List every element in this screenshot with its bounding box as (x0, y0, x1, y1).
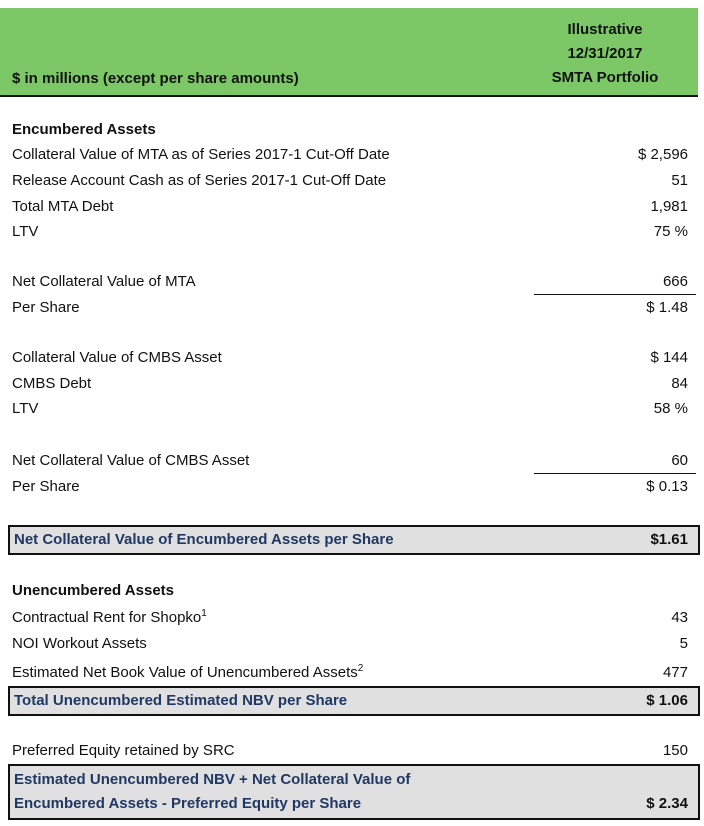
row-value: $ 2,596 (637, 146, 688, 163)
table-row: Preferred Equity retained by SRC 150 (12, 740, 698, 762)
row-label: Collateral Value of CMBS Asset (12, 349, 222, 366)
table-header: $ in millions (except per share amounts)… (0, 8, 698, 97)
final-value: $ 2.34 (646, 795, 688, 812)
table-row: Estimated Net Book Value of Unencumbered… (12, 662, 698, 684)
table-row: Net Collateral Value of CMBS Asset 60 (12, 450, 698, 472)
section-heading-unencumbered: Unencumbered Assets (12, 582, 174, 599)
unencumbered-total-row: Total Unencumbered Estimated NBV per Sha… (8, 686, 700, 716)
row-value: $ 0.13 (646, 478, 688, 495)
total-value: $1.61 (650, 531, 688, 548)
row-label: Collateral Value of MTA as of Series 201… (12, 146, 390, 163)
row-label: Net Collateral Value of MTA (12, 273, 196, 290)
column-header-line-1: Illustrative (567, 21, 643, 38)
table-row: Total MTA Debt 1,981 (12, 196, 698, 218)
table-row: NOI Workout Assets 5 (12, 633, 698, 655)
units-note: $ in millions (except per share amounts) (12, 70, 299, 87)
final-label-line-2: Encumbered Assets - Preferred Equity per… (14, 795, 362, 812)
subtotal-rule (534, 473, 696, 474)
encumbered-total-row: Net Collateral Value of Encumbered Asset… (8, 525, 700, 555)
row-label: CMBS Debt (12, 375, 92, 392)
table-row: LTV 75 % (12, 221, 698, 243)
table-row: Per Share $ 1.48 (12, 297, 698, 319)
row-label: Preferred Equity retained by SRC (12, 742, 235, 759)
row-value: 58 % (653, 400, 688, 417)
final-total-row: Estimated Unencumbered NBV + Net Collate… (8, 764, 700, 820)
table-row: Per Share $ 0.13 (12, 476, 698, 498)
total-label: Total Unencumbered Estimated NBV per Sha… (14, 692, 348, 709)
section-heading-encumbered: Encumbered Assets (12, 121, 156, 138)
column-header-line-3: SMTA Portfolio (551, 69, 659, 86)
row-value: 1,981 (650, 198, 688, 215)
table-row: Release Account Cash as of Series 2017-1… (12, 170, 698, 192)
total-label: Net Collateral Value of Encumbered Asset… (14, 531, 394, 548)
row-value: $ 144 (650, 349, 688, 366)
row-value: 666 (662, 273, 688, 290)
final-label-line-1: Estimated Unencumbered NBV + Net Collate… (14, 771, 411, 788)
row-label: Total MTA Debt (12, 198, 114, 215)
row-label: NOI Workout Assets (12, 635, 147, 652)
row-label: Contractual Rent for Shopko1 (12, 608, 207, 627)
row-label: Estimated Net Book Value of Unencumbered… (12, 663, 364, 682)
row-label: Per Share (12, 299, 80, 316)
row-value: $ 1.48 (646, 299, 688, 316)
column-header-line-2: 12/31/2017 (567, 45, 643, 62)
total-value: $ 1.06 (646, 692, 688, 709)
row-value: 477 (662, 664, 688, 681)
footnote-marker: 1 (201, 608, 207, 619)
row-label: Release Account Cash as of Series 2017-1… (12, 172, 387, 189)
row-value: 43 (671, 609, 688, 626)
subtotal-rule (534, 294, 696, 295)
row-value: 75 % (653, 223, 688, 240)
footnote-marker: 2 (357, 663, 364, 674)
table-row: Contractual Rent for Shopko1 43 (12, 607, 698, 629)
row-label: Net Collateral Value of CMBS Asset (12, 452, 250, 469)
row-value: 84 (671, 375, 688, 392)
row-label: LTV (12, 400, 39, 417)
row-label: LTV (12, 223, 39, 240)
table-row: Collateral Value of MTA as of Series 201… (12, 144, 698, 166)
row-value: 5 (679, 635, 688, 652)
row-value: 60 (671, 452, 688, 469)
row-label: Per Share (12, 478, 80, 495)
table-row: CMBS Debt 84 (12, 373, 698, 395)
table-row: Collateral Value of CMBS Asset $ 144 (12, 347, 698, 369)
table-row: LTV 58 % (12, 398, 698, 420)
row-value: 150 (662, 742, 688, 759)
column-header: Illustrative 12/31/2017 SMTA Portfolio (520, 18, 690, 90)
table-row: Net Collateral Value of MTA 666 (12, 271, 698, 293)
row-value: 51 (671, 172, 688, 189)
